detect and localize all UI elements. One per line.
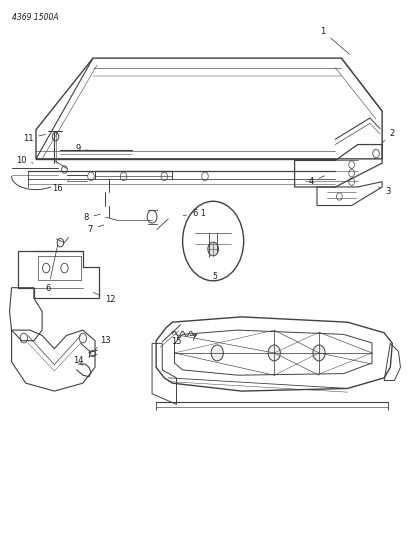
Circle shape [267,345,280,361]
Text: 15: 15 [171,331,181,346]
Text: 1: 1 [320,27,348,54]
Text: 2: 2 [381,130,394,143]
Circle shape [207,242,218,256]
Text: 3: 3 [378,187,390,196]
Text: 14: 14 [72,357,83,366]
Text: 6: 6 [45,244,58,293]
Text: 8: 8 [83,213,100,222]
Text: 16: 16 [52,179,70,192]
Circle shape [211,345,223,361]
Text: 10: 10 [16,156,33,165]
Text: 13: 13 [95,336,110,349]
Text: 4: 4 [308,176,324,186]
Text: 4369 1500A: 4369 1500A [11,13,58,22]
Text: 7: 7 [87,225,103,234]
Text: 9: 9 [75,144,90,154]
Text: 11: 11 [22,134,45,143]
Text: 6: 6 [183,209,197,218]
Text: 12: 12 [93,293,115,304]
Text: 1: 1 [200,209,205,218]
Circle shape [312,345,324,361]
Text: 5: 5 [212,272,217,281]
